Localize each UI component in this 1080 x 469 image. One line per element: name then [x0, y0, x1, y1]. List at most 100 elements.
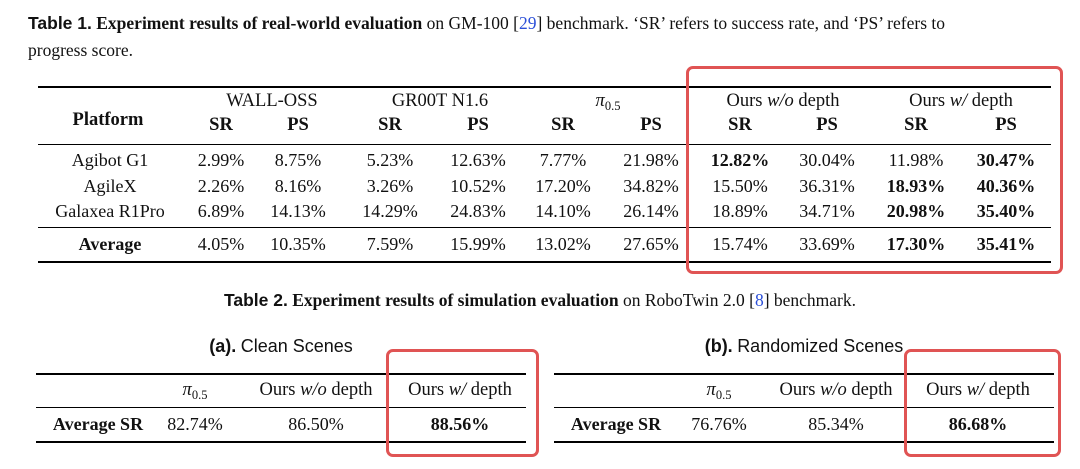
table2b-row-label: Average SR	[570, 414, 662, 434]
table2a-top-rule	[36, 373, 526, 375]
table1-highlight-box	[686, 66, 1063, 274]
value-cell: 30.47%	[976, 150, 1036, 170]
platform-cell: Galaxea R1Pro	[55, 201, 165, 221]
value-cell: 36.31%	[799, 176, 855, 196]
value-cell: 11.98%	[888, 150, 944, 170]
value-cell: 8.16%	[274, 176, 322, 196]
table2-caption-on: on RoboTwin 2.0 [	[622, 290, 755, 310]
value-cell: 4.05%	[197, 234, 245, 254]
value-cell: 14.10%	[535, 201, 591, 221]
value-cell: 10.35%	[270, 234, 326, 254]
value-cell: 34.82%	[623, 176, 679, 196]
table2-citation-link[interactable]: 8	[754, 290, 764, 310]
value-cell: 30.04%	[799, 150, 855, 170]
table2b-bottom-rule	[554, 441, 1054, 443]
value-cell: 15.50%	[712, 176, 768, 196]
table1-caption-on: on GM-100 [	[426, 13, 519, 33]
group-header-gr00t: GR00T N1.6	[391, 91, 489, 111]
value-cell: 7.77%	[539, 150, 587, 170]
table2b-top-rule	[554, 373, 1054, 375]
table2a-row-label: Average SR	[52, 414, 144, 434]
table2-caption: Table 2. Experiment results of simulatio…	[0, 287, 1080, 314]
value-cell: 12.82%	[710, 150, 770, 170]
table2b-col-ours-w-depth: Ours w/ depth	[926, 380, 1030, 400]
sr-subheader: SR	[551, 115, 575, 135]
ps-subheader: PS	[995, 115, 1017, 135]
platform-cell: AgileX	[83, 176, 137, 196]
table2a-bottom-rule	[36, 441, 526, 443]
table2b-title: (b). Randomized Scenes	[704, 336, 904, 356]
value-cell: 2.99%	[197, 150, 245, 170]
platform-cell: Average	[78, 234, 142, 254]
table1-top-rule	[38, 86, 1051, 88]
table1-caption-line2: progress score.	[28, 40, 133, 60]
ps-subheader: PS	[287, 115, 309, 135]
value-cell: 40.36%	[976, 176, 1036, 196]
sr-subheader: SR	[209, 115, 233, 135]
table2a-col-ours-wo-depth: Ours w/o depth	[259, 380, 373, 400]
table2a-value-ours-w-depth: 88.56%	[430, 414, 490, 434]
group-header-pi05: π0.5	[595, 91, 621, 113]
ps-subheader: PS	[816, 115, 838, 135]
value-cell: 10.52%	[450, 176, 506, 196]
value-cell: 6.89%	[197, 201, 245, 221]
value-cell: 24.83%	[450, 201, 506, 221]
value-cell: 15.74%	[712, 234, 768, 254]
value-cell: 13.02%	[535, 234, 591, 254]
value-cell: 33.69%	[799, 234, 855, 254]
value-cell: 18.89%	[712, 201, 768, 221]
table1-caption-title: Experiment results of real-world evaluat…	[96, 13, 423, 33]
table2b-highlight-box	[904, 349, 1061, 457]
group-header-ours-w-depth: Ours w/ depth	[909, 91, 1013, 111]
value-cell: 8.75%	[274, 150, 322, 170]
value-cell: 27.65%	[623, 234, 679, 254]
table2b-value-pi05: 76.76%	[691, 414, 747, 434]
table2a-col-pi05: π0.5	[182, 380, 208, 402]
table2a-mid-rule	[36, 407, 526, 408]
value-cell: 35.40%	[976, 201, 1036, 221]
sr-subheader: SR	[728, 115, 752, 135]
platform-cell: Agibot G1	[71, 150, 149, 170]
value-cell: 7.59%	[366, 234, 414, 254]
table1-caption: Table 1. Experiment results of real-worl…	[28, 10, 1068, 64]
value-cell: 12.63%	[450, 150, 506, 170]
value-cell: 3.26%	[366, 176, 414, 196]
table1-caption-label: Table 1.	[28, 13, 92, 33]
value-cell: 14.13%	[270, 201, 326, 221]
platform-header: Platform	[72, 110, 144, 130]
value-cell: 14.29%	[362, 201, 418, 221]
table2-caption-title: Experiment results of simulation evaluat…	[292, 290, 619, 310]
table1-bottom-rule	[38, 261, 1051, 263]
table2-caption-label: Table 2.	[223, 290, 288, 310]
table2a-title: (a). Clean Scenes	[209, 336, 353, 356]
value-cell: 34.71%	[799, 201, 855, 221]
table1-citation-link[interactable]: 29	[518, 13, 537, 33]
table1-body-rule	[38, 227, 1051, 228]
value-cell: 2.26%	[197, 176, 245, 196]
table1-header-rule	[38, 144, 1051, 145]
value-cell: 17.20%	[535, 176, 591, 196]
ps-subheader: PS	[467, 115, 489, 135]
value-cell: 18.93%	[886, 176, 946, 196]
value-cell: 5.23%	[366, 150, 414, 170]
sr-subheader: SR	[378, 115, 402, 135]
table2b-value-ours-w-depth: 86.68%	[948, 414, 1008, 434]
table2b-col-pi05: π0.5	[706, 380, 732, 402]
table2a-highlight-box	[386, 349, 539, 457]
table2b-mid-rule	[554, 407, 1054, 408]
ps-subheader: PS	[640, 115, 662, 135]
table2a-value-pi05: 82.74%	[167, 414, 223, 434]
value-cell: 21.98%	[623, 150, 679, 170]
table2a-value-ours-wo-depth: 86.50%	[288, 414, 344, 434]
table2a-col-ours-w-depth: Ours w/ depth	[408, 380, 512, 400]
table2b-col-ours-wo-depth: Ours w/o depth	[779, 380, 893, 400]
value-cell: 26.14%	[623, 201, 679, 221]
group-header-ours-wo-depth: Ours w/o depth	[726, 91, 840, 111]
group-header-wall-oss: WALL-OSS	[226, 91, 318, 111]
table2-caption-rest: ] benchmark.	[763, 290, 857, 310]
value-cell: 35.41%	[976, 234, 1036, 254]
sr-subheader: SR	[904, 115, 928, 135]
value-cell: 15.99%	[450, 234, 506, 254]
table2b-value-ours-wo-depth: 85.34%	[808, 414, 864, 434]
value-cell: 17.30%	[886, 234, 946, 254]
